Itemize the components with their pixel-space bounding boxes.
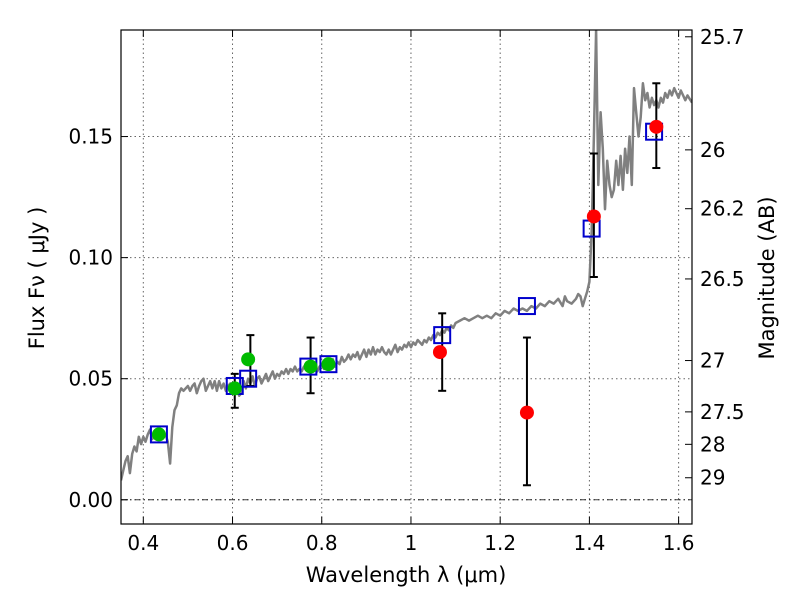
y2-tick-label: 27	[700, 349, 725, 373]
x-tick-label: 0.8	[306, 531, 338, 555]
y2-tick-label: 26.2	[700, 197, 745, 221]
x-tick-label: 1.6	[663, 531, 695, 555]
circle-marker	[649, 119, 664, 134]
circle-marker	[432, 345, 447, 360]
x-tick-label: 1.2	[484, 531, 516, 555]
x-ticks: 0.4 0.6 0.8 1 1.2 1.4 1.6	[127, 30, 695, 555]
circle-marker	[519, 405, 534, 420]
y2-tick-label: 29	[700, 466, 725, 490]
y2-tick-label: 27.5	[700, 400, 745, 424]
y-tick-label: 0.00	[68, 488, 113, 512]
square-marker	[149, 425, 168, 444]
x-tick-label: 0.6	[217, 531, 249, 555]
square-marker	[433, 326, 452, 345]
blue-square-markers	[149, 122, 664, 444]
circle-marker	[303, 359, 318, 374]
x-tick-label: 1	[405, 531, 418, 555]
y-tick-label: 0.15	[68, 125, 113, 149]
square-marker	[319, 355, 338, 374]
y-tick-label: 0.10	[68, 246, 113, 270]
x-tick-label: 0.4	[127, 531, 159, 555]
circle-marker	[586, 209, 601, 224]
y2-tick-label: 26	[700, 138, 725, 162]
y2-tick-label: 26.5	[700, 267, 745, 291]
spectrum-path	[121, 30, 692, 481]
square-marker	[239, 369, 258, 388]
y2-tick-label: 28	[700, 432, 725, 456]
circle-marker	[227, 381, 242, 396]
y2-ticks: 25.7 26 26.2 26.5 27 27.5 28 29	[685, 25, 745, 490]
circle-marker	[151, 427, 166, 442]
x-axis-title: Wavelength λ (μm)	[306, 563, 507, 587]
square-marker	[517, 297, 536, 316]
grid-lines	[121, 30, 692, 524]
error-bars	[230, 82, 661, 487]
y-ticks: 0.00 0.05 0.10 0.15	[68, 125, 128, 512]
x-tick-label: 1.4	[573, 531, 605, 555]
plot-frame	[120, 29, 693, 525]
y-tick-label: 0.05	[68, 367, 113, 391]
y2-axis-title: Magnitude (AB)	[755, 196, 779, 359]
circle-markers	[151, 119, 664, 442]
y2-tick-label: 25.7	[700, 25, 745, 49]
circle-marker	[321, 357, 336, 372]
circle-marker	[241, 352, 256, 367]
spectrum-line	[121, 30, 692, 481]
y-axis-title: Flux Fν ( μJy )	[25, 207, 49, 350]
